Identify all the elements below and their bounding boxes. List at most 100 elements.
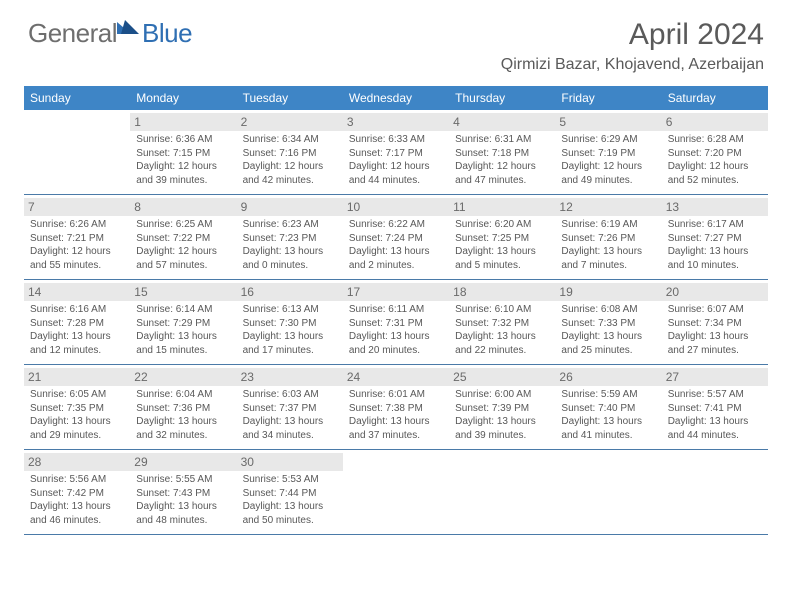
day-number: 18 <box>449 283 555 301</box>
day-info: Sunrise: 6:16 AMSunset: 7:28 PMDaylight:… <box>30 303 124 357</box>
day-number: 2 <box>237 113 343 131</box>
day-number: 6 <box>662 113 768 131</box>
day-cell: 23 Sunrise: 6:03 AMSunset: 7:37 PMDayligh… <box>237 365 343 449</box>
day-cell: 18Sunrise: 6:10 AMSunset: 7:32 PMDayligh… <box>449 280 555 364</box>
day-cell: 20 Sunrise: 6:07 AMSunset: 7:34 PMDayligh… <box>662 280 768 364</box>
day-cell: 4 Sunrise: 6:31 AMSunset: 7:18 PMDaylight… <box>449 110 555 194</box>
day-number: 9 <box>237 198 343 216</box>
day-number: 7 <box>24 198 130 216</box>
day-cell: 13 Sunrise: 6:17 AMSunset: 7:27 PMDayligh… <box>662 195 768 279</box>
day-cell: 30 Sunrise: 5:53 AMSunset: 7:44 PMDayligh… <box>237 450 343 534</box>
weekday-header: Sunday <box>24 86 130 110</box>
day-info: Sunrise: 6:17 AMSunset: 7:27 PMDaylight:… <box>668 218 762 272</box>
day-info: Sunrise: 6:31 AMSunset: 7:18 PMDaylight:… <box>455 133 549 187</box>
logo: General Blue <box>28 18 192 49</box>
week-row: 28 Sunrise: 5:56 AMSunset: 7:42 PMDayligh… <box>24 450 768 535</box>
day-number: 13 <box>662 198 768 216</box>
day-info: Sunrise: 5:57 AMSunset: 7:41 PMDaylight:… <box>668 388 762 442</box>
weekday-header-row: SundayMondayTuesdayWednesdayThursdayFrid… <box>24 86 768 110</box>
logo-triangle-icon <box>117 18 139 39</box>
day-cell: 9 Sunrise: 6:23 AMSunset: 7:23 PMDaylight… <box>237 195 343 279</box>
day-number: 8 <box>130 198 236 216</box>
day-info: Sunrise: 6:23 AMSunset: 7:23 PMDaylight:… <box>243 218 337 272</box>
weekday-header: Tuesday <box>237 86 343 110</box>
day-number: 19 <box>555 283 661 301</box>
weekday-header: Friday <box>555 86 661 110</box>
day-cell: 24 Sunrise: 6:01 AMSunset: 7:38 PMDayligh… <box>343 365 449 449</box>
calendar: SundayMondayTuesdayWednesdayThursdayFrid… <box>24 86 768 535</box>
day-number: 16 <box>237 283 343 301</box>
day-info: Sunrise: 6:26 AMSunset: 7:21 PMDaylight:… <box>30 218 124 272</box>
empty-cell <box>24 110 130 194</box>
day-info: Sunrise: 5:59 AMSunset: 7:40 PMDaylight:… <box>561 388 655 442</box>
weekday-header: Thursday <box>449 86 555 110</box>
day-cell: 3 Sunrise: 6:33 AMSunset: 7:17 PMDaylight… <box>343 110 449 194</box>
day-cell: 10 Sunrise: 6:22 AMSunset: 7:24 PMDayligh… <box>343 195 449 279</box>
weekday-header: Wednesday <box>343 86 449 110</box>
day-number: 30 <box>237 453 343 471</box>
day-cell: 5Sunrise: 6:29 AMSunset: 7:19 PMDaylight… <box>555 110 661 194</box>
day-cell: 6Sunrise: 6:28 AMSunset: 7:20 PMDaylight… <box>662 110 768 194</box>
day-number: 3 <box>343 113 449 131</box>
week-row: 21Sunrise: 6:05 AMSunset: 7:35 PMDayligh… <box>24 365 768 450</box>
day-info: Sunrise: 6:11 AMSunset: 7:31 PMDaylight:… <box>349 303 443 357</box>
day-info: Sunrise: 6:01 AMSunset: 7:38 PMDaylight:… <box>349 388 443 442</box>
day-info: Sunrise: 6:03 AMSunset: 7:37 PMDaylight:… <box>243 388 337 442</box>
day-number: 29 <box>130 453 236 471</box>
day-info: Sunrise: 6:36 AMSunset: 7:15 PMDaylight:… <box>136 133 230 187</box>
day-number: 14 <box>24 283 130 301</box>
day-info: Sunrise: 6:33 AMSunset: 7:17 PMDaylight:… <box>349 133 443 187</box>
day-cell: 17Sunrise: 6:11 AMSunset: 7:31 PMDayligh… <box>343 280 449 364</box>
day-number: 10 <box>343 198 449 216</box>
day-number: 20 <box>662 283 768 301</box>
day-cell: 7 Sunrise: 6:26 AMSunset: 7:21 PMDaylight… <box>24 195 130 279</box>
day-cell: 12Sunrise: 6:19 AMSunset: 7:26 PMDayligh… <box>555 195 661 279</box>
day-info: Sunrise: 6:22 AMSunset: 7:24 PMDaylight:… <box>349 218 443 272</box>
day-number: 25 <box>449 368 555 386</box>
day-number: 4 <box>449 113 555 131</box>
day-cell: 28 Sunrise: 5:56 AMSunset: 7:42 PMDayligh… <box>24 450 130 534</box>
empty-cell <box>343 450 449 534</box>
logo-text-general: General <box>28 18 117 49</box>
day-cell: 11 Sunrise: 6:20 AMSunset: 7:25 PMDayligh… <box>449 195 555 279</box>
day-info: Sunrise: 6:14 AMSunset: 7:29 PMDaylight:… <box>136 303 230 357</box>
day-info: Sunrise: 6:34 AMSunset: 7:16 PMDaylight:… <box>243 133 337 187</box>
empty-cell <box>662 450 768 534</box>
day-number: 28 <box>24 453 130 471</box>
day-number: 24 <box>343 368 449 386</box>
day-number: 5 <box>555 113 661 131</box>
day-number: 11 <box>449 198 555 216</box>
day-info: Sunrise: 6:08 AMSunset: 7:33 PMDaylight:… <box>561 303 655 357</box>
day-cell: 21Sunrise: 6:05 AMSunset: 7:35 PMDayligh… <box>24 365 130 449</box>
day-cell: 27 Sunrise: 5:57 AMSunset: 7:41 PMDayligh… <box>662 365 768 449</box>
week-row: 1 Sunrise: 6:36 AMSunset: 7:15 PMDaylight… <box>24 110 768 195</box>
week-row: 14 Sunrise: 6:16 AMSunset: 7:28 PMDayligh… <box>24 280 768 365</box>
day-info: Sunrise: 6:07 AMSunset: 7:34 PMDaylight:… <box>668 303 762 357</box>
day-cell: 22Sunrise: 6:04 AMSunset: 7:36 PMDayligh… <box>130 365 236 449</box>
day-number: 23 <box>237 368 343 386</box>
day-info: Sunrise: 5:56 AMSunset: 7:42 PMDaylight:… <box>30 473 124 527</box>
month-title: April 2024 <box>501 18 764 52</box>
day-info: Sunrise: 6:25 AMSunset: 7:22 PMDaylight:… <box>136 218 230 272</box>
title-block: April 2024 Qirmizi Bazar, Khojavend, Aze… <box>501 18 764 74</box>
day-cell: 16Sunrise: 6:13 AMSunset: 7:30 PMDayligh… <box>237 280 343 364</box>
day-cell: 26Sunrise: 5:59 AMSunset: 7:40 PMDayligh… <box>555 365 661 449</box>
day-cell: 19 Sunrise: 6:08 AMSunset: 7:33 PMDayligh… <box>555 280 661 364</box>
weekday-header: Monday <box>130 86 236 110</box>
day-number: 22 <box>130 368 236 386</box>
logo-text-blue: Blue <box>142 18 192 49</box>
day-info: Sunrise: 6:00 AMSunset: 7:39 PMDaylight:… <box>455 388 549 442</box>
day-info: Sunrise: 5:53 AMSunset: 7:44 PMDaylight:… <box>243 473 337 527</box>
calendar-grid: 1 Sunrise: 6:36 AMSunset: 7:15 PMDaylight… <box>24 110 768 535</box>
day-number: 1 <box>130 113 236 131</box>
day-number: 27 <box>662 368 768 386</box>
header: General Blue April 2024 Qirmizi Bazar, K… <box>0 0 792 80</box>
day-number: 12 <box>555 198 661 216</box>
day-cell: 8 Sunrise: 6:25 AMSunset: 7:22 PMDaylight… <box>130 195 236 279</box>
day-info: Sunrise: 6:20 AMSunset: 7:25 PMDaylight:… <box>455 218 549 272</box>
empty-cell <box>555 450 661 534</box>
day-cell: 15 Sunrise: 6:14 AMSunset: 7:29 PMDayligh… <box>130 280 236 364</box>
day-cell: 29 Sunrise: 5:55 AMSunset: 7:43 PMDayligh… <box>130 450 236 534</box>
day-number: 15 <box>130 283 236 301</box>
day-info: Sunrise: 5:55 AMSunset: 7:43 PMDaylight:… <box>136 473 230 527</box>
